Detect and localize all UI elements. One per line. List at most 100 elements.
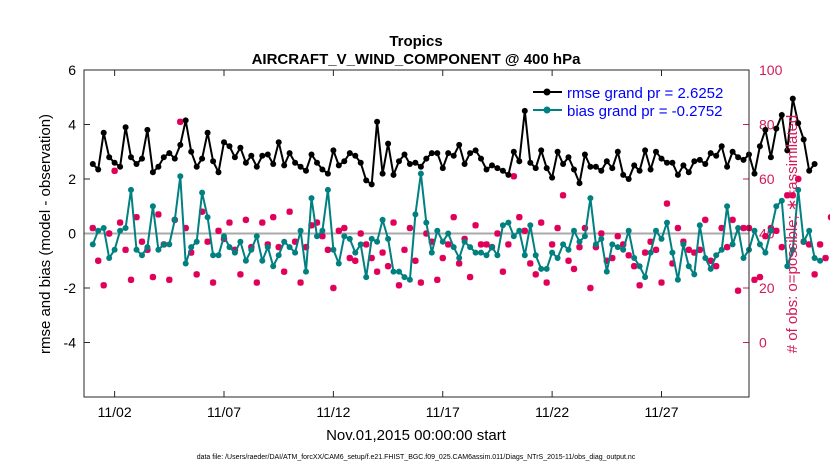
rmse-point xyxy=(472,147,479,154)
rmse-point xyxy=(707,150,714,157)
right-y-axis-label: # of obs: o=possible; ∗=assimilated xyxy=(784,115,801,354)
obs-count-marker xyxy=(155,211,162,218)
bias-point xyxy=(423,219,430,226)
rmse-point xyxy=(680,162,687,169)
bias-point xyxy=(669,249,676,256)
obs-count-marker xyxy=(625,252,632,259)
y-left-tick-label: 4 xyxy=(68,117,76,133)
bias-point xyxy=(221,233,227,240)
bias-point xyxy=(707,265,714,272)
rmse-point xyxy=(549,174,556,181)
bias-point xyxy=(406,276,413,283)
bias-point xyxy=(292,249,299,256)
y-right-tick-label: 100 xyxy=(759,62,783,78)
obs-count-marker xyxy=(417,279,425,286)
x-tick-label: 11/07 xyxy=(207,404,241,420)
bias-point xyxy=(286,244,293,251)
bias-point xyxy=(795,186,802,193)
x-axis-ticks: 11/02 11/07 11/12 11/17 11/22 11/27 xyxy=(98,70,679,420)
obs-count-marker xyxy=(341,224,348,232)
rmse-point xyxy=(729,148,736,155)
bias-point xyxy=(193,238,200,245)
bias-point xyxy=(133,246,140,253)
bias-point xyxy=(111,246,118,253)
bias-point xyxy=(89,241,96,248)
rmse-point xyxy=(565,154,572,161)
bias-point xyxy=(139,252,145,259)
obs-count-marker xyxy=(95,257,102,264)
obs-count-marker xyxy=(789,192,796,199)
legend: rmse grand pr = 2.6252 bias grand pr = -… xyxy=(533,85,723,120)
left-y-axis-label: rmse and bias (model - observation) xyxy=(37,114,54,354)
obs-count-marker xyxy=(647,238,654,245)
rmse-point xyxy=(800,136,807,143)
obs-count-marker xyxy=(778,243,786,251)
bias-point xyxy=(275,252,282,259)
rmse-point xyxy=(357,159,364,166)
obs-count-marker xyxy=(756,273,764,281)
obs-count-marker xyxy=(822,254,829,262)
rmse-point xyxy=(647,166,654,173)
obs-count-marker xyxy=(346,254,353,262)
obs-count-marker xyxy=(630,263,638,270)
x-tick-label: 11/27 xyxy=(645,404,679,420)
bias-point xyxy=(308,195,315,202)
bias-point xyxy=(811,255,818,261)
bias-point xyxy=(428,249,435,256)
bias-point xyxy=(385,235,392,242)
obs-count-marker xyxy=(532,271,539,278)
bias-point xyxy=(538,265,545,272)
bias-point xyxy=(751,227,758,234)
obs-count-marker xyxy=(565,257,572,264)
obs-count-marker xyxy=(204,238,211,245)
rmse-point xyxy=(735,154,742,161)
bias-point xyxy=(680,241,687,248)
rmse-point xyxy=(259,152,266,159)
bias-point xyxy=(270,263,277,270)
bias-point xyxy=(516,227,523,234)
rmse-point xyxy=(625,176,632,182)
rmse-point xyxy=(560,161,567,167)
bias-point xyxy=(505,219,512,226)
rmse-point xyxy=(95,166,102,173)
rmse-point xyxy=(368,181,375,188)
obs-count-marker xyxy=(614,233,621,240)
bias-point xyxy=(461,238,468,245)
obs-count-marker xyxy=(253,279,261,286)
rmse-point xyxy=(631,162,638,169)
rmse-point xyxy=(576,180,583,187)
bias-point xyxy=(396,268,402,275)
rmse-point xyxy=(696,156,703,163)
obs-count-marker xyxy=(259,219,266,226)
rmse-point xyxy=(352,152,359,159)
bias-point xyxy=(631,255,638,261)
obs-count-marker xyxy=(554,224,561,232)
obs-count-marker xyxy=(127,276,135,284)
obs-count-marker xyxy=(379,249,386,256)
rmse-point xyxy=(762,126,769,133)
rmse-point xyxy=(740,156,747,163)
bias-point xyxy=(598,235,605,242)
obs-count-marker xyxy=(434,276,441,284)
rmse-point xyxy=(543,165,550,172)
bias-point xyxy=(417,170,424,177)
legend-bias-label: bias grand pr = -0.2752 xyxy=(567,103,723,120)
rmse-point xyxy=(434,150,441,157)
bias-point xyxy=(762,249,769,256)
bias-point xyxy=(204,214,211,221)
rmse-point xyxy=(467,150,474,157)
rmse-point xyxy=(248,152,255,159)
rmse-point xyxy=(100,129,107,136)
bias-point xyxy=(806,227,813,234)
bias-point xyxy=(144,244,151,251)
bias-point xyxy=(95,227,102,234)
bias-point xyxy=(215,252,222,259)
bias-point xyxy=(374,238,381,245)
obs-count-marker xyxy=(691,249,698,256)
bias-point xyxy=(401,274,408,281)
rmse-point xyxy=(117,163,124,170)
obs-count-marker xyxy=(445,241,452,248)
bias-point xyxy=(177,173,184,180)
rmse-point xyxy=(237,144,244,151)
rmse-point xyxy=(532,165,539,172)
